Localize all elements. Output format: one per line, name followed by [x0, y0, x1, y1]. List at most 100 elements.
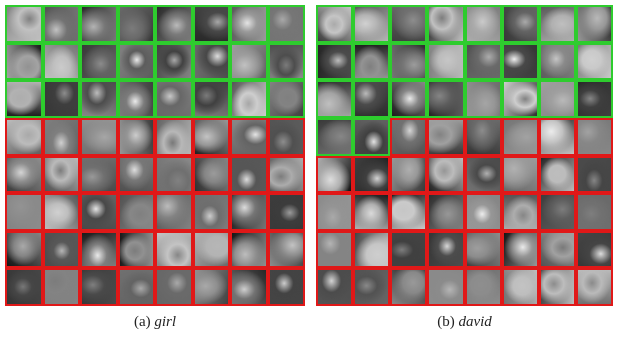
negative-sample-patch: [267, 230, 305, 269]
negative-sample-patch: [575, 193, 613, 231]
sample-image: [540, 157, 574, 192]
negative-sample-patch: [230, 193, 268, 231]
sample-image: [269, 82, 303, 116]
caption-name: david: [458, 314, 492, 330]
negative-sample-patch: [464, 268, 502, 306]
negative-sample-patch: [80, 193, 118, 231]
negative-sample-patch: [42, 268, 80, 306]
sample-image: [392, 270, 426, 304]
panel-david: [316, 5, 613, 306]
negative-sample-patch: [464, 230, 502, 269]
sample-image: [44, 7, 78, 41]
negative-sample-patch: [192, 230, 230, 269]
negative-sample-patch: [316, 230, 354, 269]
sample-image: [466, 119, 500, 154]
sample-image: [232, 270, 266, 304]
negative-sample-patch: [427, 268, 465, 306]
sample-image: [429, 157, 463, 192]
negative-sample-patch: [575, 230, 613, 269]
sample-image: [503, 270, 537, 304]
negative-sample-patch: [575, 155, 613, 194]
sample-image: [355, 195, 389, 229]
sample-image: [269, 119, 303, 154]
sample-image: [82, 195, 116, 229]
sample-image: [577, 157, 611, 192]
sample-image: [7, 195, 41, 229]
sample-image: [44, 157, 78, 192]
negative-sample-patch: [155, 230, 193, 269]
negative-sample-patch: [192, 155, 230, 194]
caption-prefix: (a): [133, 314, 151, 330]
positive-sample-patch: [117, 42, 155, 81]
sample-image: [318, 119, 352, 154]
positive-sample-patch: [155, 80, 193, 118]
positive-sample-patch: [316, 117, 354, 156]
negative-sample-patch: [80, 268, 118, 306]
sample-image: [540, 195, 574, 229]
positive-sample-patch: [155, 42, 193, 81]
positive-sample-patch: [155, 5, 193, 43]
sample-image: [157, 270, 191, 304]
sample-image: [119, 119, 153, 154]
sample-image: [232, 7, 266, 41]
sample-image: [355, 119, 389, 154]
sample-image: [269, 270, 303, 304]
positive-sample-patch: [501, 5, 539, 43]
sample-image: [157, 232, 191, 267]
positive-sample-patch: [575, 42, 613, 81]
sample-image: [318, 157, 352, 192]
sample-image: [577, 119, 611, 154]
positive-sample-patch: [192, 80, 230, 118]
negative-sample-patch: [80, 155, 118, 194]
positive-sample-patch: [427, 80, 465, 118]
sample-image: [429, 44, 463, 79]
negative-sample-patch: [155, 117, 193, 156]
sample-image: [503, 195, 537, 229]
negative-sample-patch: [538, 155, 576, 194]
negative-sample-patch: [5, 117, 43, 156]
positive-sample-patch: [42, 80, 80, 118]
positive-sample-patch: [427, 42, 465, 81]
sample-image: [540, 7, 574, 41]
sample-image: [503, 157, 537, 192]
negative-sample-patch: [5, 268, 43, 306]
sample-image: [157, 119, 191, 154]
sample-image: [194, 232, 228, 267]
sample-image: [157, 44, 191, 79]
positive-sample-patch: [80, 5, 118, 43]
sample-image: [392, 44, 426, 79]
negative-sample-patch: [192, 193, 230, 231]
positive-sample-patch: [538, 80, 576, 118]
sample-image: [157, 7, 191, 41]
negative-sample-patch: [464, 117, 502, 156]
sample-image: [44, 270, 78, 304]
sample-image: [232, 119, 266, 154]
sample-image: [392, 82, 426, 116]
negative-sample-patch: [42, 117, 80, 156]
positive-sample-patch: [501, 80, 539, 118]
negative-sample-patch: [390, 155, 428, 194]
sample-image: [7, 157, 41, 192]
positive-sample-patch: [42, 42, 80, 81]
sample-image: [232, 82, 266, 116]
positive-sample-patch: [538, 42, 576, 81]
sample-image: [157, 157, 191, 192]
negative-sample-patch: [267, 117, 305, 156]
sample-image: [392, 7, 426, 41]
sample-image: [232, 157, 266, 192]
negative-sample-patch: [42, 155, 80, 194]
positive-sample-patch: [192, 42, 230, 81]
negative-sample-patch: [427, 155, 465, 194]
sample-image: [355, 270, 389, 304]
sample-grid-girl: [5, 5, 305, 306]
sample-image: [318, 232, 352, 267]
negative-sample-patch: [353, 268, 391, 306]
sample-image: [466, 157, 500, 192]
negative-sample-patch: [501, 230, 539, 269]
positive-sample-patch: [353, 80, 391, 118]
sample-image: [82, 270, 116, 304]
sample-image: [503, 44, 537, 79]
sample-image: [232, 195, 266, 229]
sample-image: [503, 119, 537, 154]
sample-image: [355, 232, 389, 267]
